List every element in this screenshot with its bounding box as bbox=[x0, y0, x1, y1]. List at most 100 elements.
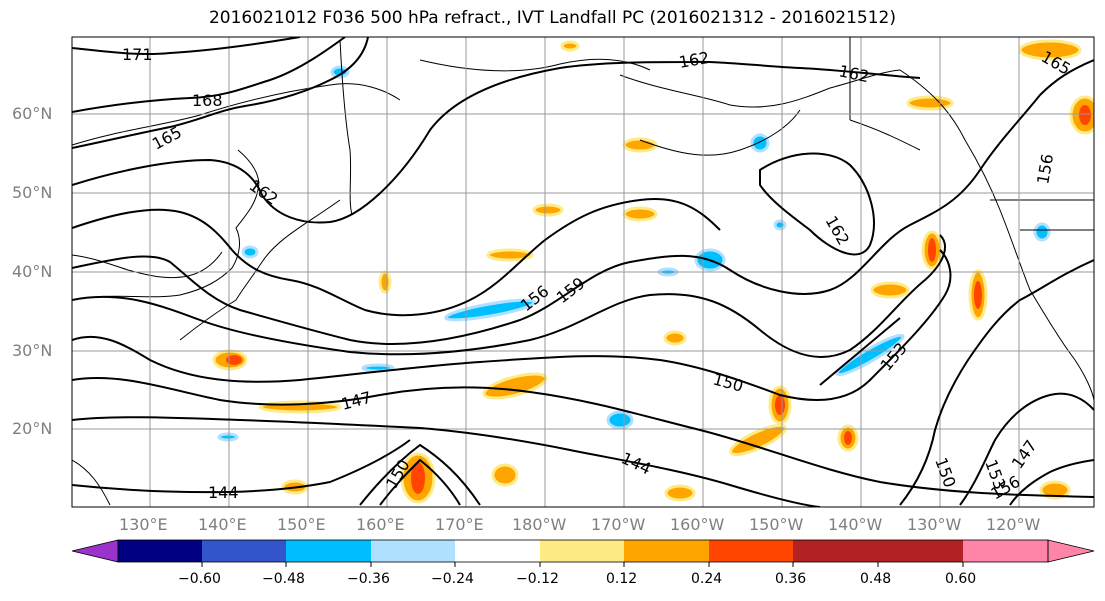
gridlines bbox=[72, 37, 1094, 507]
strong-positive-anomaly-patch bbox=[411, 462, 425, 494]
colorbar-label: 0.36 bbox=[775, 571, 807, 587]
contour-cluster bbox=[359, 443, 481, 506]
positive-anomaly-patch bbox=[491, 463, 519, 487]
lon-label-150w: 150°W bbox=[749, 515, 804, 534]
colorbar-label: 0.24 bbox=[691, 571, 723, 587]
map-plot-area: 171 168 165 162 162 162 165 156 162 159 … bbox=[72, 37, 1094, 507]
positive-anomaly-patch bbox=[560, 40, 580, 52]
colorbar-label: −0.12 bbox=[516, 571, 559, 587]
contour-147 bbox=[72, 377, 1094, 498]
positive-anomaly-patch bbox=[870, 281, 910, 299]
colorbar-swatch bbox=[118, 540, 202, 562]
map-title: 2016021012 F036 500 hPa refract., IVT La… bbox=[208, 8, 896, 28]
siberia-coastline bbox=[72, 83, 401, 146]
philippines-coastline bbox=[72, 459, 111, 506]
chukotka-coastline bbox=[419, 58, 651, 72]
positive-anomaly-patch bbox=[532, 203, 564, 217]
colorbar-label: −0.24 bbox=[431, 571, 474, 587]
colorbar-swatch bbox=[878, 540, 963, 562]
negative-anomaly-patch bbox=[330, 65, 350, 79]
colorbar-extend-high bbox=[1047, 539, 1095, 563]
lat-label-40n: 40°N bbox=[12, 262, 53, 281]
positive-anomaly-patch bbox=[663, 330, 687, 346]
contour-label-144: 144 bbox=[208, 483, 239, 502]
aleutian-islands bbox=[639, 109, 801, 156]
colorbar-swatch bbox=[624, 540, 709, 562]
colorbar-label: 0.48 bbox=[860, 571, 892, 587]
lon-label-150e: 150°E bbox=[277, 515, 326, 534]
contour-162-closed bbox=[759, 152, 875, 256]
height-contours bbox=[72, 37, 1094, 507]
colorbar-label: −0.60 bbox=[178, 571, 221, 587]
lon-label-160w: 160°W bbox=[670, 515, 725, 534]
positive-anomaly-patch bbox=[664, 484, 696, 502]
strong-positive-anomaly-patch bbox=[928, 238, 936, 262]
positive-anomaly-patch bbox=[378, 270, 392, 294]
contour-159 bbox=[72, 198, 721, 317]
contour-150-east bbox=[899, 259, 1094, 506]
colorbar-swatch bbox=[793, 540, 878, 562]
colorbar-label: 0.12 bbox=[606, 571, 638, 587]
positive-anomaly-patch bbox=[622, 137, 658, 153]
lat-label-20n: 20°N bbox=[12, 419, 53, 438]
lon-label-180w: 180°W bbox=[512, 515, 567, 534]
land-boundaries bbox=[849, 37, 1094, 231]
lon-label-170e: 170°E bbox=[435, 515, 484, 534]
lon-label-170w: 170°W bbox=[591, 515, 646, 534]
colorbar-swatch bbox=[709, 540, 793, 562]
positive-anomaly-patch bbox=[482, 372, 548, 400]
colorbar-swatch bbox=[202, 540, 286, 562]
north-america-coastline bbox=[899, 69, 1094, 401]
colorbar-swatch bbox=[455, 540, 540, 562]
negative-anomaly-patch bbox=[835, 333, 905, 377]
positive-anomaly-patch bbox=[1018, 39, 1082, 61]
contour-156 bbox=[72, 59, 1094, 345]
lon-label-140w: 140°W bbox=[828, 515, 883, 534]
strong-positive-anomaly-patch bbox=[1079, 105, 1091, 125]
strong-positive-anomaly-patch bbox=[226, 355, 242, 365]
colorbar-label: −0.48 bbox=[262, 571, 305, 587]
map-frame bbox=[71, 36, 1095, 508]
positive-anomaly-patch bbox=[622, 206, 658, 222]
negative-anomaly-patch bbox=[444, 298, 536, 322]
lat-label-60n: 60°N bbox=[12, 104, 53, 123]
contour-162 bbox=[72, 60, 921, 224]
contour-150 bbox=[72, 249, 952, 401]
lat-label-50n: 50°N bbox=[12, 183, 53, 202]
contour-144 bbox=[72, 416, 821, 507]
colorbar-swatch bbox=[540, 540, 624, 562]
colorbar-swatch bbox=[963, 540, 1048, 562]
negative-anomaly-patch bbox=[217, 432, 239, 442]
colorbar-label: −0.36 bbox=[347, 571, 390, 587]
lat-label-30n: 30°N bbox=[12, 341, 53, 360]
negative-anomaly-patch bbox=[750, 133, 770, 153]
lon-label-130w: 130°W bbox=[907, 515, 962, 534]
contour-153 bbox=[72, 234, 946, 358]
contour-168 bbox=[72, 37, 346, 113]
positive-anomaly-patch bbox=[486, 248, 534, 262]
negative-anomaly-patch bbox=[773, 219, 787, 231]
lon-label-140e: 140°E bbox=[198, 515, 247, 534]
strong-positive-anomaly-patch bbox=[844, 431, 852, 445]
colorbar bbox=[71, 539, 1095, 567]
contour-165 bbox=[72, 37, 369, 149]
strong-positive-anomaly-patch bbox=[974, 281, 982, 309]
japan-coastline bbox=[179, 199, 341, 341]
colorbar-swatch bbox=[286, 540, 371, 562]
negative-anomaly-patch bbox=[1033, 222, 1051, 242]
positive-anomaly-patch bbox=[906, 95, 954, 111]
colorbar-label: 0.60 bbox=[945, 571, 977, 587]
contour-153-east bbox=[959, 392, 1094, 506]
strong-positive-anomaly-patch bbox=[775, 395, 785, 415]
contour-label-171: 171 bbox=[122, 45, 153, 64]
lon-label-130e: 130°E bbox=[119, 515, 168, 534]
negative-anomaly-patch bbox=[241, 245, 259, 259]
positive-anomaly-patch bbox=[1039, 480, 1071, 500]
contour-144-south bbox=[72, 439, 411, 494]
contour-label-168: 168 bbox=[192, 91, 223, 110]
contour-171 bbox=[72, 37, 301, 56]
colorbar-frame bbox=[117, 539, 1049, 563]
negative-anomaly-patch bbox=[606, 410, 634, 430]
lon-label-160e: 160°E bbox=[356, 515, 405, 534]
